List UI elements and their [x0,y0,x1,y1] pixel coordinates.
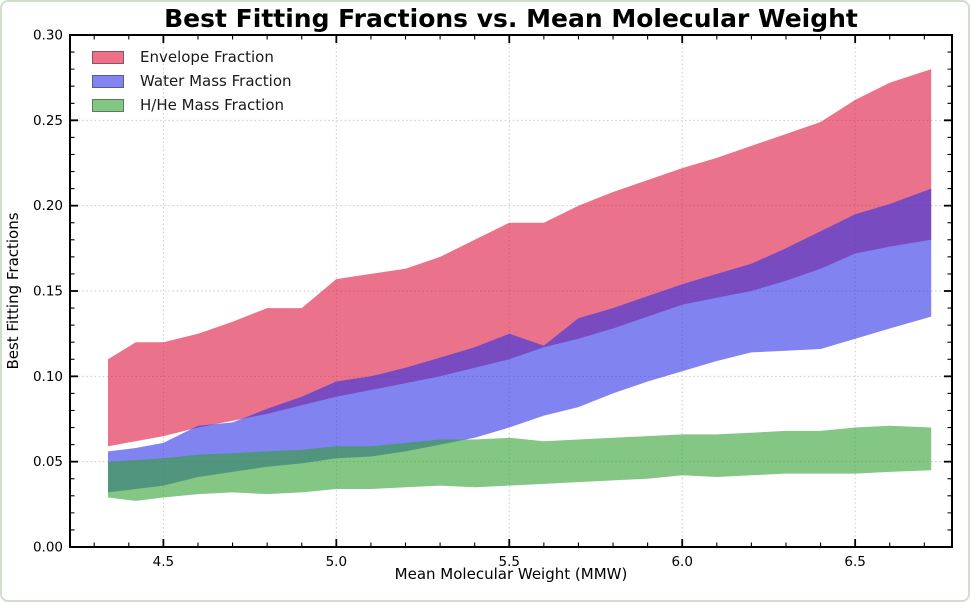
y-tick-label: 0.15 [33,284,63,300]
legend-item: Envelope Fraction [92,50,292,65]
band-h-he-mass-fraction [108,425,932,501]
legend-label: Envelope Fraction [140,48,274,66]
legend-label: H/He Mass Fraction [140,96,285,114]
legend-item: Water Mass Fraction [92,74,292,89]
band-water-mass-fraction [108,188,932,493]
y-tick-label: 0.05 [33,454,63,470]
x-tick-label: 6.5 [844,554,865,570]
x-axis-label: Mean Molecular Weight (MMW) [395,565,628,583]
y-tick-label: 0.20 [33,198,63,214]
legend-swatch [92,75,124,88]
x-tick-label: 4.5 [153,554,174,570]
x-tick-label: 5.0 [326,554,347,570]
tick-labels: 4.5 5.0 5.5 6.0 6.5 0.00 0.05 0.10 0.15 0.20 0.25 0… [33,28,866,571]
legend-swatch [92,99,124,112]
y-tick-label: 0.25 [33,113,63,129]
y-tick-label: 0.30 [33,28,63,44]
legend-swatch [92,51,124,64]
x-tick-label: 5.5 [499,554,520,570]
area-bands [108,69,932,501]
legend: Envelope Fraction Water Mass Fraction H/He… [86,48,298,115]
y-tick-label: 0.00 [33,540,63,556]
legend-item: H/He Mass Fraction [92,98,292,113]
y-axis-label: Best Fitting Fractions [4,212,22,369]
band-envelope-fraction [108,69,932,447]
y-tick-label: 0.10 [33,369,63,385]
axis-ticks [70,35,952,547]
legend-label: Water Mass Fraction [140,72,292,90]
x-tick-label: 6.0 [671,554,692,570]
chart-title: Best Fitting Fractions vs. Mean Molecula… [164,4,858,33]
